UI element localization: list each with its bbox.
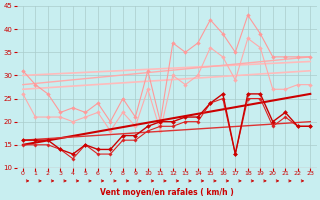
X-axis label: Vent moyen/en rafales ( km/h ): Vent moyen/en rafales ( km/h ) [100,188,234,197]
